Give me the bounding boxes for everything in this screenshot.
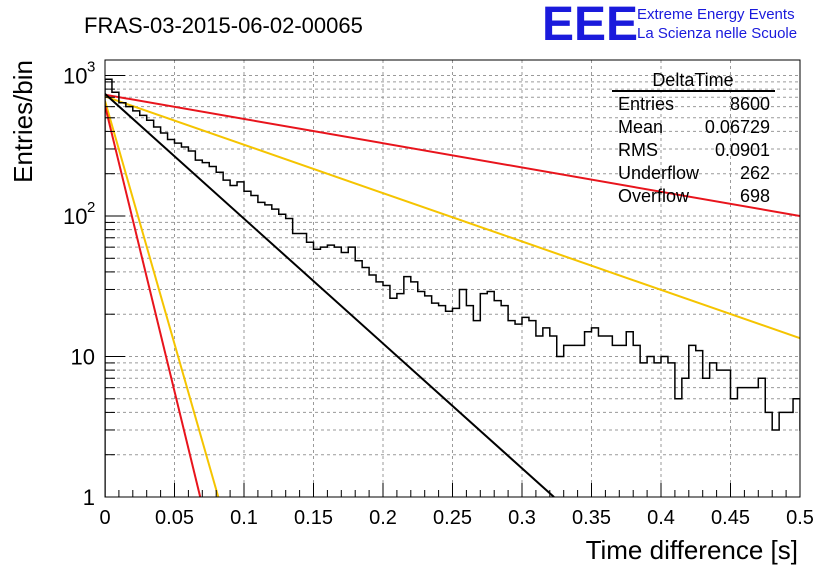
- x-tick-label: 0.25: [433, 507, 472, 529]
- histogram: [105, 78, 800, 497]
- x-tick-label: 0.3: [508, 507, 536, 529]
- stats-label-rms: RMS: [618, 140, 658, 160]
- fit-line-black: [105, 93, 555, 497]
- y-tick-label: 10: [63, 64, 87, 89]
- stats-label-mean: Mean: [618, 117, 663, 137]
- stats-label-underflow: Underflow: [618, 163, 700, 183]
- run-title: FRAS-03-2015-06-02-00065: [84, 13, 363, 38]
- x-tick-label: 0.15: [294, 507, 333, 529]
- x-tick-label: 0.45: [711, 507, 750, 529]
- x-tick-label: 0.4: [647, 507, 675, 529]
- x-tick-label: 0.2: [369, 507, 397, 529]
- y-tick-label: 1: [83, 485, 95, 510]
- grid-lines: [105, 60, 800, 497]
- logo-line-1: Extreme Energy Events: [637, 6, 795, 23]
- stats-label-entries: Entries: [618, 94, 674, 114]
- y-tick-label: 10: [63, 204, 87, 229]
- x-tick-label: 0.35: [572, 507, 611, 529]
- stats-title: DeltaTime: [652, 70, 733, 90]
- x-tick-label: 0.05: [155, 507, 194, 529]
- stats-label-overflow: Overflow: [618, 186, 690, 206]
- fit-line-orange: [105, 100, 220, 497]
- x-tick-label: 0: [99, 507, 110, 529]
- y-axis-title: Entries/bin: [8, 60, 38, 183]
- eee-logo: EEE: [542, 0, 638, 51]
- y-tick-exponent: 2: [87, 199, 95, 216]
- fit-curves: [105, 93, 800, 497]
- stats-box: DeltaTime Entries 8600 Mean 0.06729 RMS …: [612, 70, 775, 206]
- fit-line-red: [105, 105, 202, 497]
- y-tick-exponent: 3: [87, 59, 95, 76]
- histogram-step-line: [105, 78, 800, 497]
- logo-line-2: La Scienza nelle Scuole: [637, 25, 797, 42]
- fit-line-orange: [105, 95, 800, 340]
- stats-value-mean: 0.06729: [705, 117, 770, 137]
- x-tick-label: 0.5: [786, 507, 814, 529]
- fit-line-red: [105, 93, 800, 217]
- stats-value-entries: 8600: [730, 94, 770, 114]
- stats-value-overflow: 698: [740, 186, 770, 206]
- stats-value-rms: 0.0901: [715, 140, 770, 160]
- x-tick-label: 0.1: [230, 507, 258, 529]
- x-axis-title: Time difference [s]: [586, 535, 798, 565]
- y-tick-label: 10: [71, 345, 95, 370]
- stats-value-underflow: 262: [740, 163, 770, 183]
- axes: 0 0.05 0.1 0.15 0.2 0.25 0.3 0.35 0.4 0.45 0.5 1 10 1…: [63, 59, 814, 530]
